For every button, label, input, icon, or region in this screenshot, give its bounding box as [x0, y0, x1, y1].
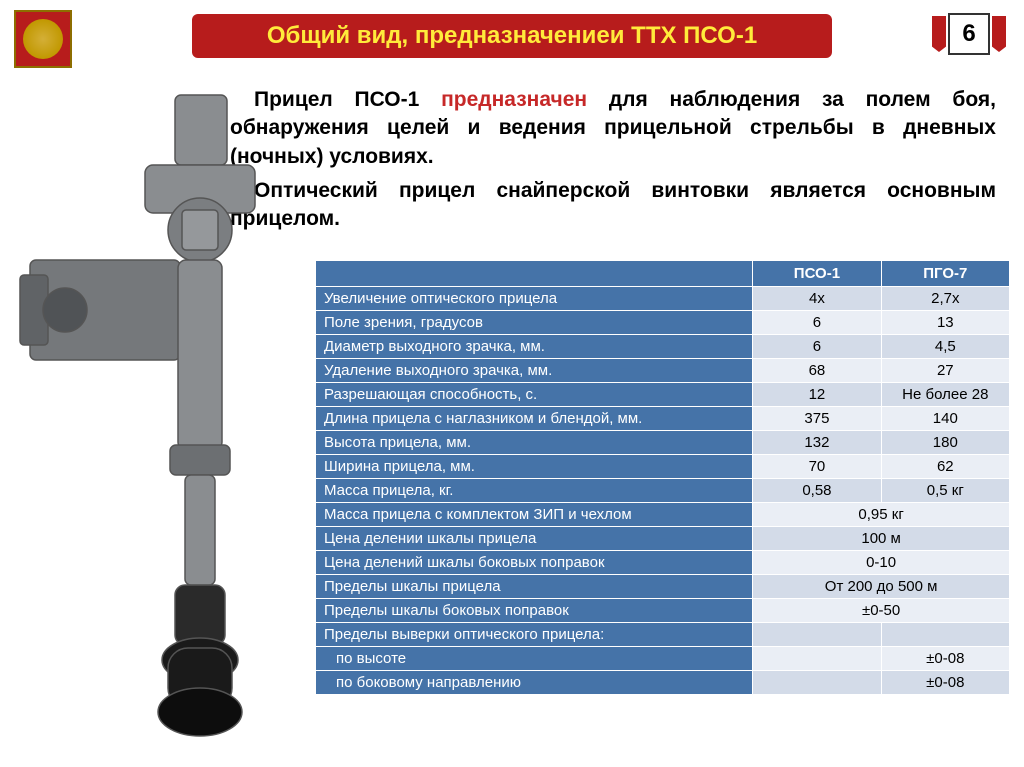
- title-bar: Общий вид, предназначениеи ТТХ ПСО-1: [192, 14, 832, 58]
- table-row: Разрешающая способность, с.12Не более 28: [316, 383, 1010, 407]
- row-label: Масса прицела, кг.: [316, 479, 753, 503]
- row-label: Увеличение оптического прицела: [316, 287, 753, 311]
- row-label: Пределы шкалы боковых поправок: [316, 599, 753, 623]
- row-val-pso1: 0,58: [753, 479, 881, 503]
- table-row: Удаление выходного зрачка, мм.6827: [316, 359, 1010, 383]
- table-row: Диаметр выходного зрачка, мм.64,5: [316, 335, 1010, 359]
- row-val-pso1: 70: [753, 455, 881, 479]
- row-val-pso1: [753, 671, 881, 695]
- scope-illustration: [10, 90, 310, 750]
- row-label: Разрешающая способность, с.: [316, 383, 753, 407]
- table-row: Масса прицела с комплектом ЗИП и чехлом0…: [316, 503, 1010, 527]
- table-row: Масса прицела, кг.0,580,5 кг: [316, 479, 1010, 503]
- row-merged-value: 0-10: [753, 551, 1010, 575]
- table-row: по боковому направлению ±0-08: [316, 671, 1010, 695]
- row-val-pso1: 12: [753, 383, 881, 407]
- table-row: Длина прицела с наглазником и блендой, м…: [316, 407, 1010, 431]
- row-val-pgo7: 140: [881, 407, 1009, 431]
- table-row: Цена делений шкалы боковых поправок0-10: [316, 551, 1010, 575]
- col-pso1: ПСО-1: [753, 261, 881, 287]
- specs-table: ПСО-1 ПГО-7 Увеличение оптического прице…: [315, 260, 1010, 695]
- row-label: Пределы выверки оптического прицела:: [316, 623, 753, 647]
- specs-table-wrap: ПСО-1 ПГО-7 Увеличение оптического прице…: [315, 260, 1010, 695]
- table-body: Увеличение оптического прицела4х2,7хПоле…: [316, 287, 1010, 695]
- row-val-pso1: [753, 647, 881, 671]
- row-merged-value: От 200 до 500 м: [753, 575, 1010, 599]
- row-val-pgo7: 27: [881, 359, 1009, 383]
- row-val-pso1: 68: [753, 359, 881, 383]
- row-val-pgo7: 180: [881, 431, 1009, 455]
- row-label: Масса прицела с комплектом ЗИП и чехлом: [316, 503, 753, 527]
- row-label: по высоте: [316, 647, 753, 671]
- row-label: Длина прицела с наглазником и блендой, м…: [316, 407, 753, 431]
- row-val-pgo7: 2,7х: [881, 287, 1009, 311]
- table-row: Ширина прицела, мм.7062: [316, 455, 1010, 479]
- row-val-pgo7: ±0-08: [881, 671, 1009, 695]
- table-row: Цена делении шкалы прицела100 м: [316, 527, 1010, 551]
- row-val-pso1: 132: [753, 431, 881, 455]
- page-number: 6: [948, 13, 990, 55]
- col-blank: [316, 261, 753, 287]
- row-label: по боковому направлению: [316, 671, 753, 695]
- row-val-pgo7: 0,5 кг: [881, 479, 1009, 503]
- row-val-pso1: 6: [753, 335, 881, 359]
- row-val-pgo7: 13: [881, 311, 1009, 335]
- row-val-pgo7: [881, 623, 1009, 647]
- table-header-row: ПСО-1 ПГО-7: [316, 261, 1010, 287]
- table-row: Высота прицела, мм.132180: [316, 431, 1010, 455]
- intro-red: предназначен: [441, 88, 587, 111]
- table-row: Поле зрения, градусов613: [316, 311, 1010, 335]
- row-label: Пределы шкалы прицела: [316, 575, 753, 599]
- row-val-pgo7: 4,5: [881, 335, 1009, 359]
- row-merged-value: ±0-50: [753, 599, 1010, 623]
- table-row: Увеличение оптического прицела4х2,7х: [316, 287, 1010, 311]
- row-val-pgo7: Не более 28: [881, 383, 1009, 407]
- row-label: Поле зрения, градусов: [316, 311, 753, 335]
- table-row: Пределы шкалы боковых поправок±0-50: [316, 599, 1010, 623]
- row-val-pgo7: ±0-08: [881, 647, 1009, 671]
- row-val-pso1: 6: [753, 311, 881, 335]
- row-val-pso1: 375: [753, 407, 881, 431]
- col-pgo7: ПГО-7: [881, 261, 1009, 287]
- slide-header: Общий вид, предназначениеи ТТХ ПСО-1 6: [0, 0, 1024, 70]
- row-label: Ширина прицела, мм.: [316, 455, 753, 479]
- row-label: Диаметр выходного зрачка, мм.: [316, 335, 753, 359]
- table-row: по высоте ±0-08: [316, 647, 1010, 671]
- row-val-pso1: [753, 623, 881, 647]
- row-label: Удаление выходного зрачка, мм.: [316, 359, 753, 383]
- intro-line2: Оптический прицел снайперской винтовки я…: [230, 177, 996, 234]
- row-merged-value: 100 м: [753, 527, 1010, 551]
- slide-title: Общий вид, предназначениеи ТТХ ПСО-1: [267, 22, 757, 50]
- row-val-pso1: 4х: [753, 287, 881, 311]
- row-label: Высота прицела, мм.: [316, 431, 753, 455]
- table-row: Пределы выверки оптического прицела:: [316, 623, 1010, 647]
- row-val-pgo7: 62: [881, 455, 1009, 479]
- military-emblem: [14, 10, 72, 68]
- row-label: Цена делений шкалы боковых поправок: [316, 551, 753, 575]
- row-label: Цена делении шкалы прицела: [316, 527, 753, 551]
- page-number-badge: 6: [934, 10, 1004, 58]
- table-row: Пределы шкалы прицелаОт 200 до 500 м: [316, 575, 1010, 599]
- row-merged-value: 0,95 кг: [753, 503, 1010, 527]
